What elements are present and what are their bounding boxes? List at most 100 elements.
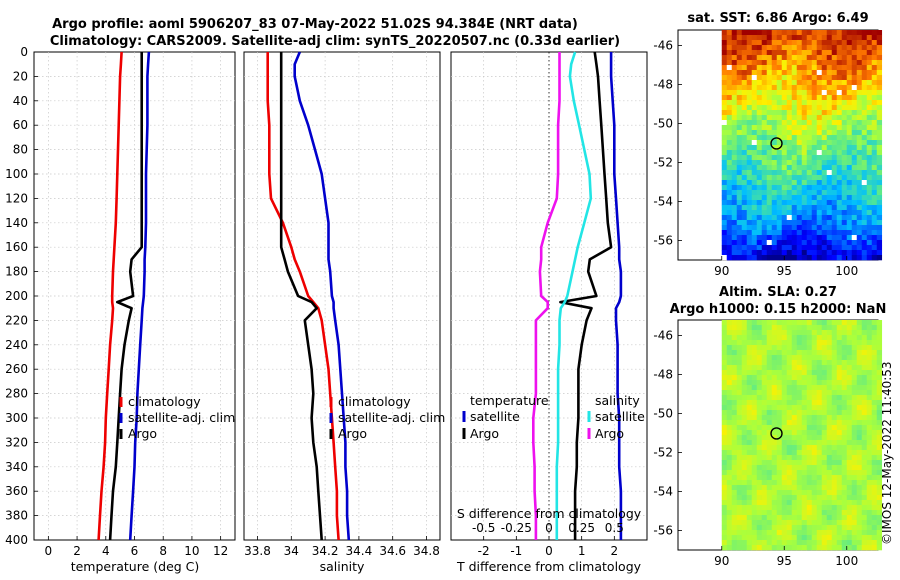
- map-cell: [831, 180, 838, 186]
- map-cell: [856, 185, 863, 191]
- map-cell: [816, 380, 823, 386]
- map-cell: [816, 185, 823, 191]
- map-cell: [846, 190, 853, 196]
- map-cell: [871, 515, 878, 521]
- map-y-tick-label: -50: [653, 407, 673, 421]
- map-cell: [761, 345, 768, 351]
- map-cell: [796, 525, 803, 531]
- map-cell: [831, 145, 838, 151]
- map-cell: [861, 190, 868, 196]
- map-cell: [816, 175, 823, 181]
- map-cell: [806, 430, 813, 436]
- map-cell: [781, 340, 788, 346]
- y-tick-label: 20: [13, 69, 28, 83]
- map-cell: [866, 480, 873, 486]
- map-cell: [836, 145, 843, 151]
- map-cell: [856, 135, 863, 141]
- map-cell: [766, 535, 773, 541]
- map-cell: [831, 150, 838, 156]
- map-cell: [746, 390, 753, 396]
- map-cell: [806, 510, 813, 516]
- map-cell: [786, 495, 793, 501]
- map-cell: [781, 460, 788, 466]
- temperature-xlabel: temperature (deg C): [71, 559, 200, 574]
- map-cell: [736, 30, 743, 36]
- map-cell: [781, 150, 788, 156]
- map-cell: [806, 540, 813, 546]
- map-cell: [846, 65, 853, 71]
- map-cell: [786, 175, 793, 181]
- map-cell: [821, 470, 828, 476]
- map-cell: [876, 125, 883, 131]
- map-cell: [866, 350, 873, 356]
- map-cell: [816, 170, 823, 176]
- map-cell: [806, 255, 813, 261]
- salinity-panel: 33.8 34 34.2 34.4 34.6 34.8 climatology satel…: [243, 51, 445, 574]
- map-cell: [836, 415, 843, 421]
- map-cell: [866, 395, 873, 401]
- map-cell: [796, 445, 803, 451]
- map-cell: [781, 370, 788, 376]
- map-cell: [786, 100, 793, 106]
- map-cell: [726, 440, 733, 446]
- map-cell: [841, 75, 848, 81]
- map-cell: [836, 205, 843, 211]
- map-cell: [861, 330, 868, 336]
- map-cell: [776, 545, 783, 551]
- map-cell: [801, 405, 808, 411]
- map-cell: [871, 240, 878, 246]
- map-cell: [846, 380, 853, 386]
- map-cell: [751, 375, 758, 381]
- map-cell: [756, 445, 763, 451]
- map-cell: [816, 110, 823, 116]
- map-cell: [776, 425, 783, 431]
- map-cell: [731, 40, 738, 46]
- map-cell: [791, 420, 798, 426]
- map-cell: [736, 245, 743, 251]
- map-cell: [731, 175, 738, 181]
- map-cell: [766, 40, 773, 46]
- map-cell: [851, 170, 858, 176]
- map-cell: [731, 155, 738, 161]
- sst-map-title: sat. SST: 6.86 Argo: 6.49: [687, 11, 868, 26]
- map-cell: [871, 495, 878, 501]
- map-cell: [751, 385, 758, 391]
- map-cell: [861, 320, 868, 326]
- map-cell: [751, 535, 758, 541]
- series-line-satellite-adj-clim: [128, 51, 151, 541]
- map-cell: [771, 485, 778, 491]
- map-cell: [761, 335, 768, 341]
- map-cell: [856, 155, 863, 161]
- map-cell: [731, 215, 738, 221]
- map-cell: [871, 75, 878, 81]
- map-cell: [861, 450, 868, 456]
- map-cell: [796, 230, 803, 236]
- map-cell: [831, 525, 838, 531]
- map-cell: [856, 45, 863, 51]
- map-cell: [826, 370, 833, 376]
- map-cell: [866, 120, 873, 126]
- map-cell: [821, 225, 828, 231]
- map-cell: [861, 45, 868, 51]
- map-cell: [761, 85, 768, 91]
- map-cell: [866, 370, 873, 376]
- map-cell: [731, 235, 738, 241]
- map-cell: [731, 325, 738, 331]
- map-cell: [831, 105, 838, 111]
- map-cell: [761, 210, 768, 216]
- map-cell: [721, 185, 728, 191]
- map-cell: [856, 540, 863, 546]
- map-cell: [786, 390, 793, 396]
- map-cell: [726, 220, 733, 226]
- map-cell: [761, 480, 768, 486]
- map-cell: [786, 65, 793, 71]
- map-cell: [836, 350, 843, 356]
- map-cell: [731, 150, 738, 156]
- map-cell: [801, 240, 808, 246]
- map-cell: [791, 245, 798, 251]
- map-cell: [796, 415, 803, 421]
- map-cell: [876, 165, 883, 171]
- map-cell: [761, 455, 768, 461]
- map-cell: [856, 510, 863, 516]
- map-cell: [726, 230, 733, 236]
